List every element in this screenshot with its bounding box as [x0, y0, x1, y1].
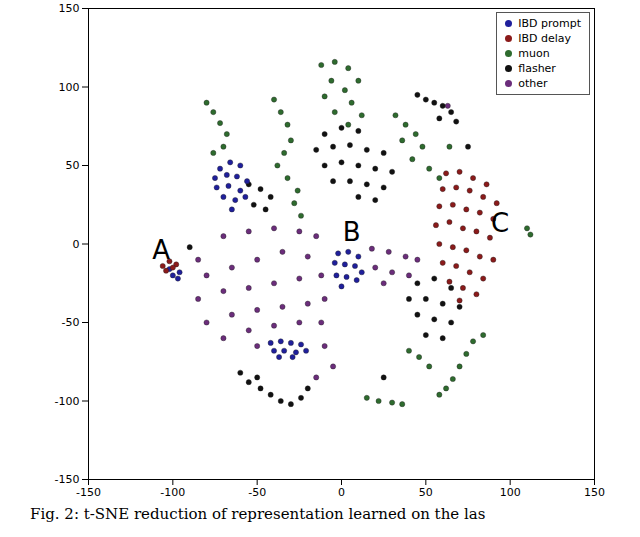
svg-text:-100: -100 [160, 486, 185, 499]
svg-text:-150: -150 [76, 486, 101, 499]
svg-text:150: 150 [584, 486, 605, 499]
html-text:other: other [518, 77, 548, 90]
svg-text:150: 150 [59, 2, 80, 15]
svg-text:0: 0 [338, 486, 345, 499]
svg-text:-150: -150 [55, 473, 80, 486]
svg-text:50: 50 [66, 159, 80, 172]
svg-text:-100: -100 [55, 395, 80, 408]
svg-text:C: C [491, 208, 509, 238]
svg-text:A: A [152, 235, 170, 265]
svg-text:-50: -50 [62, 316, 80, 329]
svg-text:0: 0 [73, 238, 80, 251]
html-text:Fig. 2: t-SNE reduction of rep: Fig. 2: t-SNE reduction of representatio… [30, 505, 486, 523]
html-text:IBD delay: IBD delay [518, 32, 572, 45]
html-text:IBD prompt: IBD prompt [518, 17, 581, 30]
svg-text:B: B [343, 217, 361, 247]
svg-text:100: 100 [59, 81, 80, 94]
html-text:flasher: flasher [518, 62, 556, 75]
svg-text:-50: -50 [248, 486, 266, 499]
html-text:muon: muon [518, 47, 550, 60]
svg-text:100: 100 [500, 486, 521, 499]
svg-text:50: 50 [419, 486, 433, 499]
